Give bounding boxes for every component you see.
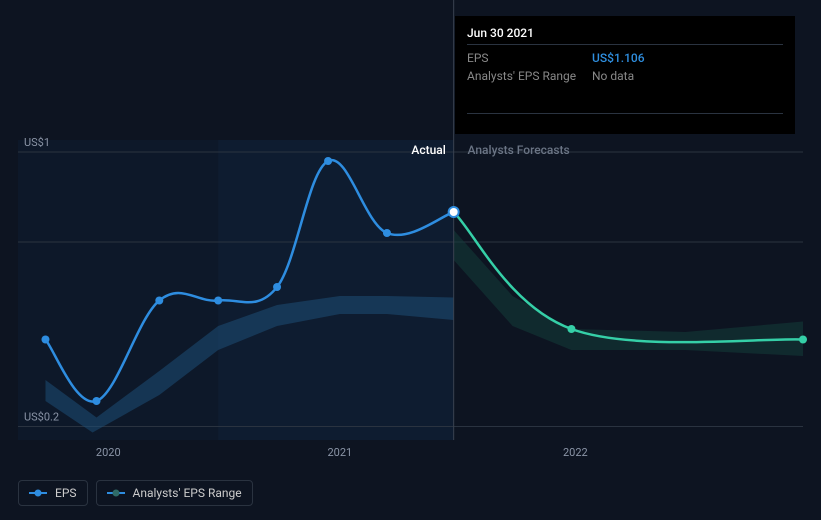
svg-text:US$1: US$1 xyxy=(24,136,50,149)
svg-text:US$0.2: US$0.2 xyxy=(24,411,59,424)
chart-legend: EPS Analysts' EPS Range xyxy=(18,480,253,506)
legend-label: Analysts' EPS Range xyxy=(133,486,242,500)
legend-item-range[interactable]: Analysts' EPS Range xyxy=(96,480,253,506)
svg-text:2021: 2021 xyxy=(327,446,352,459)
tooltip-row-key: Analysts' EPS Range xyxy=(467,69,592,83)
legend-swatch-icon xyxy=(29,488,47,498)
svg-text:2022: 2022 xyxy=(563,446,588,459)
legend-swatch-icon xyxy=(107,488,125,498)
svg-text:Analysts Forecasts: Analysts Forecasts xyxy=(468,143,570,157)
tooltip-row-value: US$1.106 xyxy=(592,51,645,65)
legend-label: EPS xyxy=(55,486,77,500)
svg-text:2020: 2020 xyxy=(96,446,121,459)
svg-text:Actual: Actual xyxy=(411,143,445,157)
legend-item-eps[interactable]: EPS xyxy=(18,480,88,506)
tooltip-row-value: No data xyxy=(592,69,634,83)
tooltip-row-key: EPS xyxy=(467,51,592,65)
chart-tooltip: Jun 30 2021 EPS US$1.106 Analysts' EPS R… xyxy=(455,16,795,134)
tooltip-date: Jun 30 2021 xyxy=(467,26,783,45)
